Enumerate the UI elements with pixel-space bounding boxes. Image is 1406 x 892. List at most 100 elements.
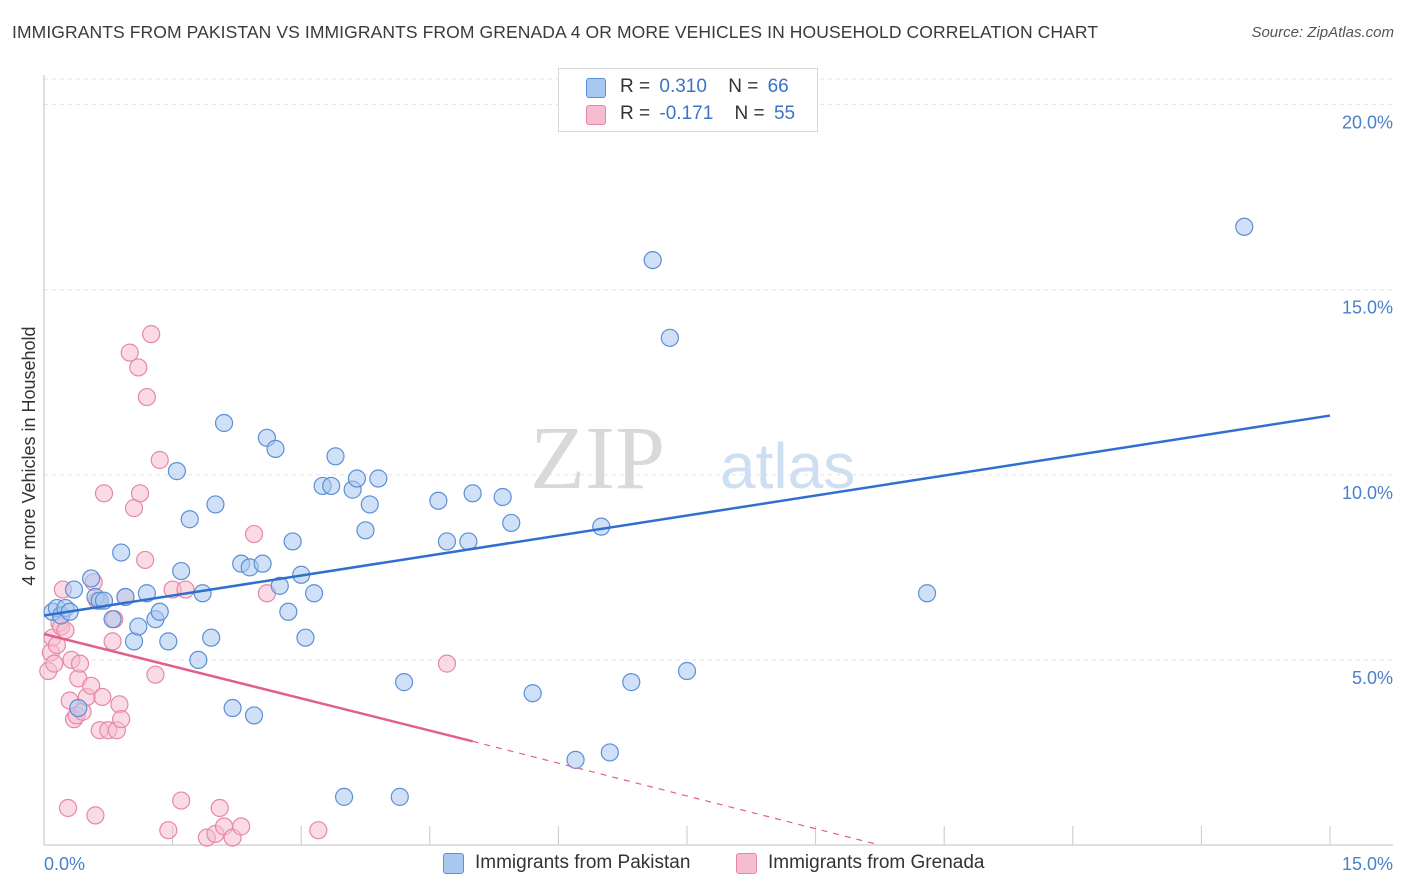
- grenada-point: [82, 676, 101, 695]
- y-tick-label: 20.0%: [1342, 113, 1393, 133]
- r-label: R =: [620, 103, 651, 124]
- pakistan-point: [437, 532, 457, 551]
- y-axis-label: 4 or more Vehicles in Household: [19, 326, 39, 585]
- pakistan-point: [253, 554, 272, 573]
- pakistan-point: [1235, 217, 1254, 236]
- grenada-point: [232, 817, 251, 836]
- pakistan-points: [43, 217, 1254, 806]
- pakistan-point: [137, 584, 156, 603]
- pakistan-point: [429, 491, 448, 510]
- grenada-legend-swatch: [736, 853, 757, 874]
- pakistan-point: [129, 617, 148, 636]
- pakistan-trend-line: [43, 414, 1331, 617]
- grenada-point: [146, 665, 165, 684]
- pakistan-point: [82, 569, 101, 588]
- pakistan-point: [180, 510, 199, 529]
- trend-lines: [43, 414, 1331, 846]
- pakistan-point: [172, 561, 191, 581]
- pakistan-point: [394, 673, 414, 692]
- pakistan-point: [279, 602, 298, 621]
- legend-text-grenada: R = -0.171 N = 55: [620, 103, 795, 125]
- pakistan-point: [643, 250, 662, 270]
- pakistan-point: [660, 328, 679, 347]
- grenada-point: [58, 798, 78, 818]
- r-value-pakistan: 0.310: [659, 76, 707, 97]
- grenada-point: [137, 387, 156, 407]
- pakistan-point: [159, 632, 178, 651]
- y-tick-label: 10.0%: [1342, 483, 1393, 503]
- x-tick-label: 0.0%: [44, 854, 85, 874]
- pakistan-point: [103, 610, 122, 629]
- grenada-trend-extension: [472, 740, 880, 846]
- pakistan-point: [322, 476, 341, 496]
- y-tick-label: 15.0%: [1342, 298, 1393, 318]
- grenada-point: [93, 687, 112, 707]
- grenada-point: [103, 632, 122, 651]
- pakistan-point: [193, 584, 212, 603]
- pakistan-point: [150, 602, 169, 621]
- pakistan-point: [206, 495, 225, 514]
- pakistan-point: [390, 787, 409, 806]
- pakistan-point: [304, 584, 324, 603]
- y-tick-labels: 5.0% 10.0% 15.0% 20.0%: [1342, 113, 1393, 688]
- pakistan-point: [677, 661, 697, 681]
- correlation-legend: R = 0.310 N = 66 R = -0.171 N = 55: [558, 68, 818, 132]
- pakistan-legend-swatch: [443, 853, 464, 874]
- pakistan-point: [600, 743, 619, 762]
- grenada-point: [309, 821, 328, 840]
- grenada-legend-label: Immigrants from Grenada: [768, 852, 985, 873]
- pakistan-point: [592, 517, 611, 536]
- grenada-point: [45, 654, 64, 673]
- source-label: Source: ZipAtlas.com: [1251, 24, 1394, 41]
- grenada-point: [136, 550, 155, 570]
- grenada-point: [70, 654, 90, 673]
- pakistan-point: [69, 698, 88, 718]
- chart-title: IMMIGRANTS FROM PAKISTAN VS IMMIGRANTS F…: [12, 22, 1099, 42]
- pakistan-point: [283, 532, 302, 551]
- pakistan-point: [244, 706, 264, 725]
- grenada-point: [94, 484, 114, 503]
- pakistan-swatch: [586, 78, 606, 98]
- pakistan-point: [523, 684, 542, 703]
- pakistan-point: [622, 673, 641, 692]
- grenada-point: [120, 343, 139, 362]
- pakistan-point: [360, 495, 379, 514]
- pakistan-point: [167, 462, 186, 481]
- grenada-point: [130, 484, 150, 503]
- series-legend: Immigrants from Pakistan Immigrants from…: [0, 852, 1406, 878]
- grenada-point: [129, 358, 148, 377]
- watermark-zip: ZIP: [530, 409, 665, 508]
- pakistan-point: [917, 584, 937, 603]
- pakistan-legend-label: Immigrants from Pakistan: [475, 852, 691, 873]
- pakistan-point: [266, 439, 285, 458]
- pakistan-point: [347, 469, 367, 488]
- grenada-point: [159, 821, 178, 840]
- pakistan-point: [502, 513, 521, 533]
- watermark-atlas: atlas: [720, 430, 855, 502]
- grenada-point: [142, 325, 161, 344]
- pakistan-point: [369, 469, 388, 488]
- n-value-grenada: 55: [773, 103, 796, 124]
- grenada-point: [112, 710, 131, 729]
- x-tick-marks: [172, 826, 1331, 845]
- pakistan-point: [64, 580, 84, 599]
- grenada-points: [39, 325, 457, 847]
- x-tick-labels: 0.0% 15.0%: [44, 854, 1393, 874]
- pakistan-point: [493, 487, 512, 507]
- x-tick-label: 15.0%: [1342, 854, 1393, 874]
- grenada-point: [86, 806, 105, 825]
- grenada-point: [150, 450, 169, 470]
- pakistan-point: [566, 750, 585, 769]
- grenada-point: [244, 524, 264, 544]
- grenada-swatch: [586, 105, 606, 125]
- grenada-point: [210, 798, 229, 818]
- grenada-point: [437, 654, 457, 673]
- n-label: N =: [728, 76, 759, 97]
- pakistan-point: [223, 698, 242, 718]
- pakistan-point: [334, 787, 354, 806]
- r-value-grenada: -0.171: [659, 103, 714, 124]
- pakistan-point: [270, 576, 289, 595]
- pakistan-point: [214, 413, 234, 433]
- grenada-trend-line: [43, 632, 473, 743]
